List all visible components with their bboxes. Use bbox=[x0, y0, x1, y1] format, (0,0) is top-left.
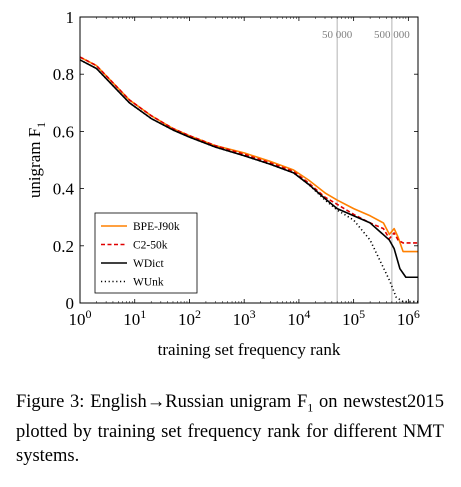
caption-part2: Russian unigram F bbox=[165, 392, 308, 412]
x-axis-label: training set frequency rank bbox=[158, 340, 341, 359]
chart-svg: 50 000 500 000 100 101 102 103 104 105 106 0 0.2 0… bbox=[25, 8, 420, 359]
plot-frame bbox=[79, 16, 419, 304]
x-tick-label: 100 bbox=[69, 307, 92, 329]
caption-part3: on newstest2015 plotted by training set … bbox=[16, 392, 444, 466]
x-tick-label: 104 bbox=[287, 307, 310, 329]
y-tick-label: 1 bbox=[66, 8, 75, 27]
y-tick-label: 0.4 bbox=[53, 180, 75, 199]
y-tick-label: 0.8 bbox=[53, 65, 74, 84]
caption-arrow: → bbox=[146, 392, 166, 412]
figure-caption: Figure 3: English→Russian unigram F1 on … bbox=[16, 390, 444, 468]
series-line bbox=[80, 56, 418, 253]
y-tick-label: 0.6 bbox=[53, 122, 74, 141]
x-tick-label: 106 bbox=[397, 307, 420, 329]
caption-part1: Figure 3: English bbox=[16, 392, 147, 412]
reference-line-label: 50 000 bbox=[322, 29, 353, 41]
legend-label: C2-50k bbox=[133, 240, 168, 252]
legend-label: BPE-J90k bbox=[133, 221, 180, 233]
y-tick-label: 0.2 bbox=[53, 237, 74, 256]
legend-label: WUnk bbox=[133, 277, 164, 289]
reference-line-label: 500 000 bbox=[374, 29, 410, 41]
y-tick-label: 0 bbox=[66, 294, 75, 313]
x-tick-label: 105 bbox=[342, 307, 365, 329]
legend-label: WDict bbox=[133, 258, 164, 270]
caption-subscript: 1 bbox=[307, 400, 314, 415]
x-tick-label: 103 bbox=[233, 307, 256, 329]
y-axis-label: unigram F1 bbox=[25, 122, 48, 198]
x-tick-label: 102 bbox=[178, 307, 201, 329]
chart: 50 000 500 000 100 101 102 103 104 105 106 0 0.2 0… bbox=[25, 8, 420, 359]
x-tick-label: 101 bbox=[123, 307, 146, 329]
